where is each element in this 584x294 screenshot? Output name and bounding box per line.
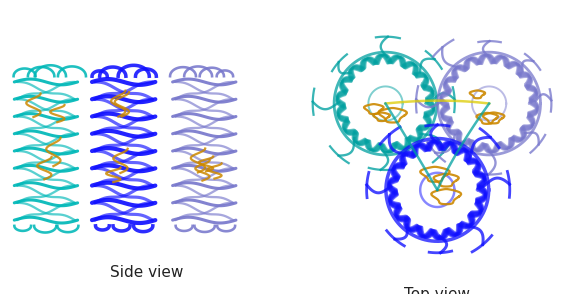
Text: Side view: Side view bbox=[110, 265, 183, 280]
Text: Top view: Top view bbox=[404, 288, 470, 294]
